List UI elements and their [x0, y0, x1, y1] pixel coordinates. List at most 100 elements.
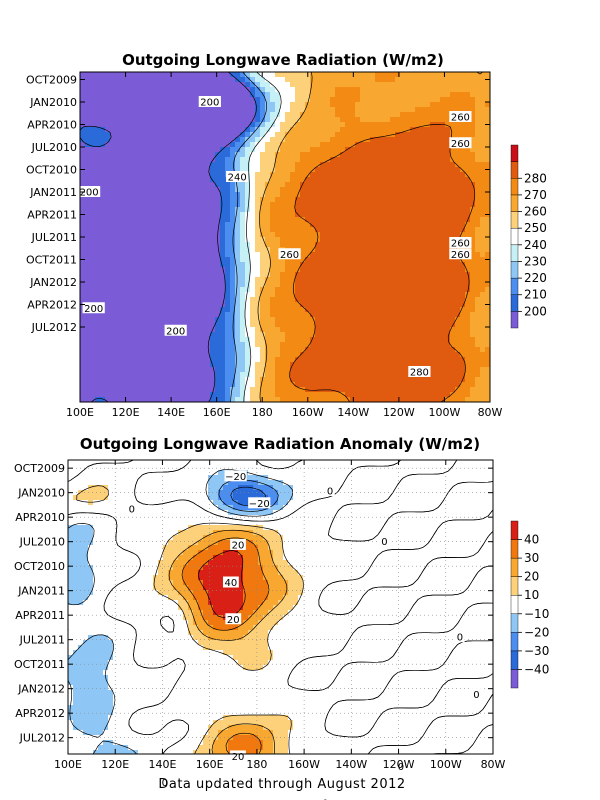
heatmap-cell [230, 267, 236, 273]
heatmap-cell [85, 112, 91, 118]
heatmap-cell [155, 247, 161, 253]
heatmap-cell [240, 292, 246, 298]
heatmap-cell [365, 307, 371, 313]
heatmap-cell [430, 102, 436, 108]
heatmap-cell [135, 292, 141, 298]
heatmap-cell [245, 152, 251, 158]
heatmap-cell [465, 277, 471, 283]
heatmap-cell [435, 337, 441, 343]
heatmap-cell [355, 267, 361, 273]
heatmap-cell [390, 317, 396, 323]
heatmap-cell [355, 297, 361, 303]
heatmap-cell [315, 282, 321, 288]
heatmap-cell [185, 92, 191, 98]
heatmap-cell [225, 247, 231, 253]
heatmap-cell [485, 102, 490, 108]
heatmap-cell [190, 282, 196, 288]
heatmap-cell [305, 87, 311, 93]
heatmap-cell [110, 317, 116, 323]
heatmap-cell [275, 117, 281, 123]
heatmap-cell [205, 252, 211, 258]
heatmap-cell [320, 132, 326, 138]
heatmap-cell [375, 237, 381, 243]
heatmap-cell [160, 162, 166, 168]
heatmap-cell [345, 202, 351, 208]
heatmap-cell [330, 182, 336, 188]
heatmap-cell [265, 152, 271, 158]
heatmap-cell [400, 117, 406, 123]
heatmap-cell [260, 347, 266, 353]
heatmap-cell [225, 372, 231, 378]
heatmap-cell [300, 307, 306, 313]
heatmap-cell [175, 252, 181, 258]
heatmap-cell [155, 347, 161, 353]
heatmap-cell [225, 242, 231, 248]
heatmap-cell [435, 157, 441, 163]
heatmap-cell [110, 302, 116, 308]
heatmap-cell [370, 82, 376, 88]
heatmap-cell [425, 142, 431, 148]
heatmap-cell [385, 267, 391, 273]
heatmap-cell [165, 287, 171, 293]
heatmap-cell [245, 372, 251, 378]
heatmap-cell [190, 362, 196, 368]
heatmap-cell [135, 142, 141, 148]
heatmap-cell [165, 312, 171, 318]
heatmap-cell [170, 152, 176, 158]
heatmap-cell [205, 267, 211, 273]
heatmap-cell [430, 332, 436, 338]
heatmap-cell [370, 182, 376, 188]
heatmap-cell [115, 257, 121, 263]
heatmap-cell [340, 137, 346, 143]
heatmap-cell [455, 207, 461, 213]
heatmap-cell [210, 367, 216, 373]
heatmap-cell [450, 217, 456, 223]
heatmap-cell [280, 262, 286, 268]
heatmap-cell [185, 167, 191, 173]
heatmap-cell [240, 217, 246, 223]
heatmap-cell [90, 212, 96, 218]
heatmap-cell [130, 162, 136, 168]
heatmap-cell [405, 237, 411, 243]
heatmap-cell [445, 102, 451, 108]
heatmap-cell [330, 167, 336, 173]
heatmap-cell [440, 332, 446, 338]
heatmap-cell [380, 117, 386, 123]
heatmap-cell [130, 282, 136, 288]
heatmap-cell [210, 302, 216, 308]
heatmap-cell [170, 97, 176, 103]
heatmap-cell [85, 97, 91, 103]
heatmap-cell [400, 212, 406, 218]
heatmap-cell [205, 157, 211, 163]
heatmap-cell [380, 152, 386, 158]
heatmap-cell [155, 327, 161, 333]
heatmap-cell [470, 297, 476, 303]
heatmap-cell [455, 182, 461, 188]
heatmap-cell [395, 307, 401, 313]
heatmap-cell [230, 217, 236, 223]
heatmap-cell [220, 297, 226, 303]
heatmap-cell [465, 177, 471, 183]
heatmap-cell [145, 357, 151, 363]
heatmap-cell [415, 347, 421, 353]
heatmap-cell [105, 112, 111, 118]
heatmap-cell [90, 287, 96, 293]
heatmap-cell [260, 337, 266, 343]
heatmap-cell [140, 292, 146, 298]
heatmap-cell [345, 162, 351, 168]
heatmap-cell [105, 142, 111, 148]
heatmap-cell [405, 137, 411, 143]
heatmap-cell [355, 372, 361, 378]
heatmap-cell [175, 372, 181, 378]
heatmap-cell [300, 202, 306, 208]
heatmap-cell [385, 337, 391, 343]
heatmap-cell [185, 357, 191, 363]
heatmap-cell [270, 237, 276, 243]
heatmap-cell [350, 162, 356, 168]
heatmap-cell [95, 122, 101, 128]
heatmap-cell [170, 147, 176, 153]
heatmap-cell [405, 262, 411, 268]
heatmap-cell [325, 282, 331, 288]
heatmap-cell [470, 307, 476, 313]
heatmap-cell [155, 162, 161, 168]
